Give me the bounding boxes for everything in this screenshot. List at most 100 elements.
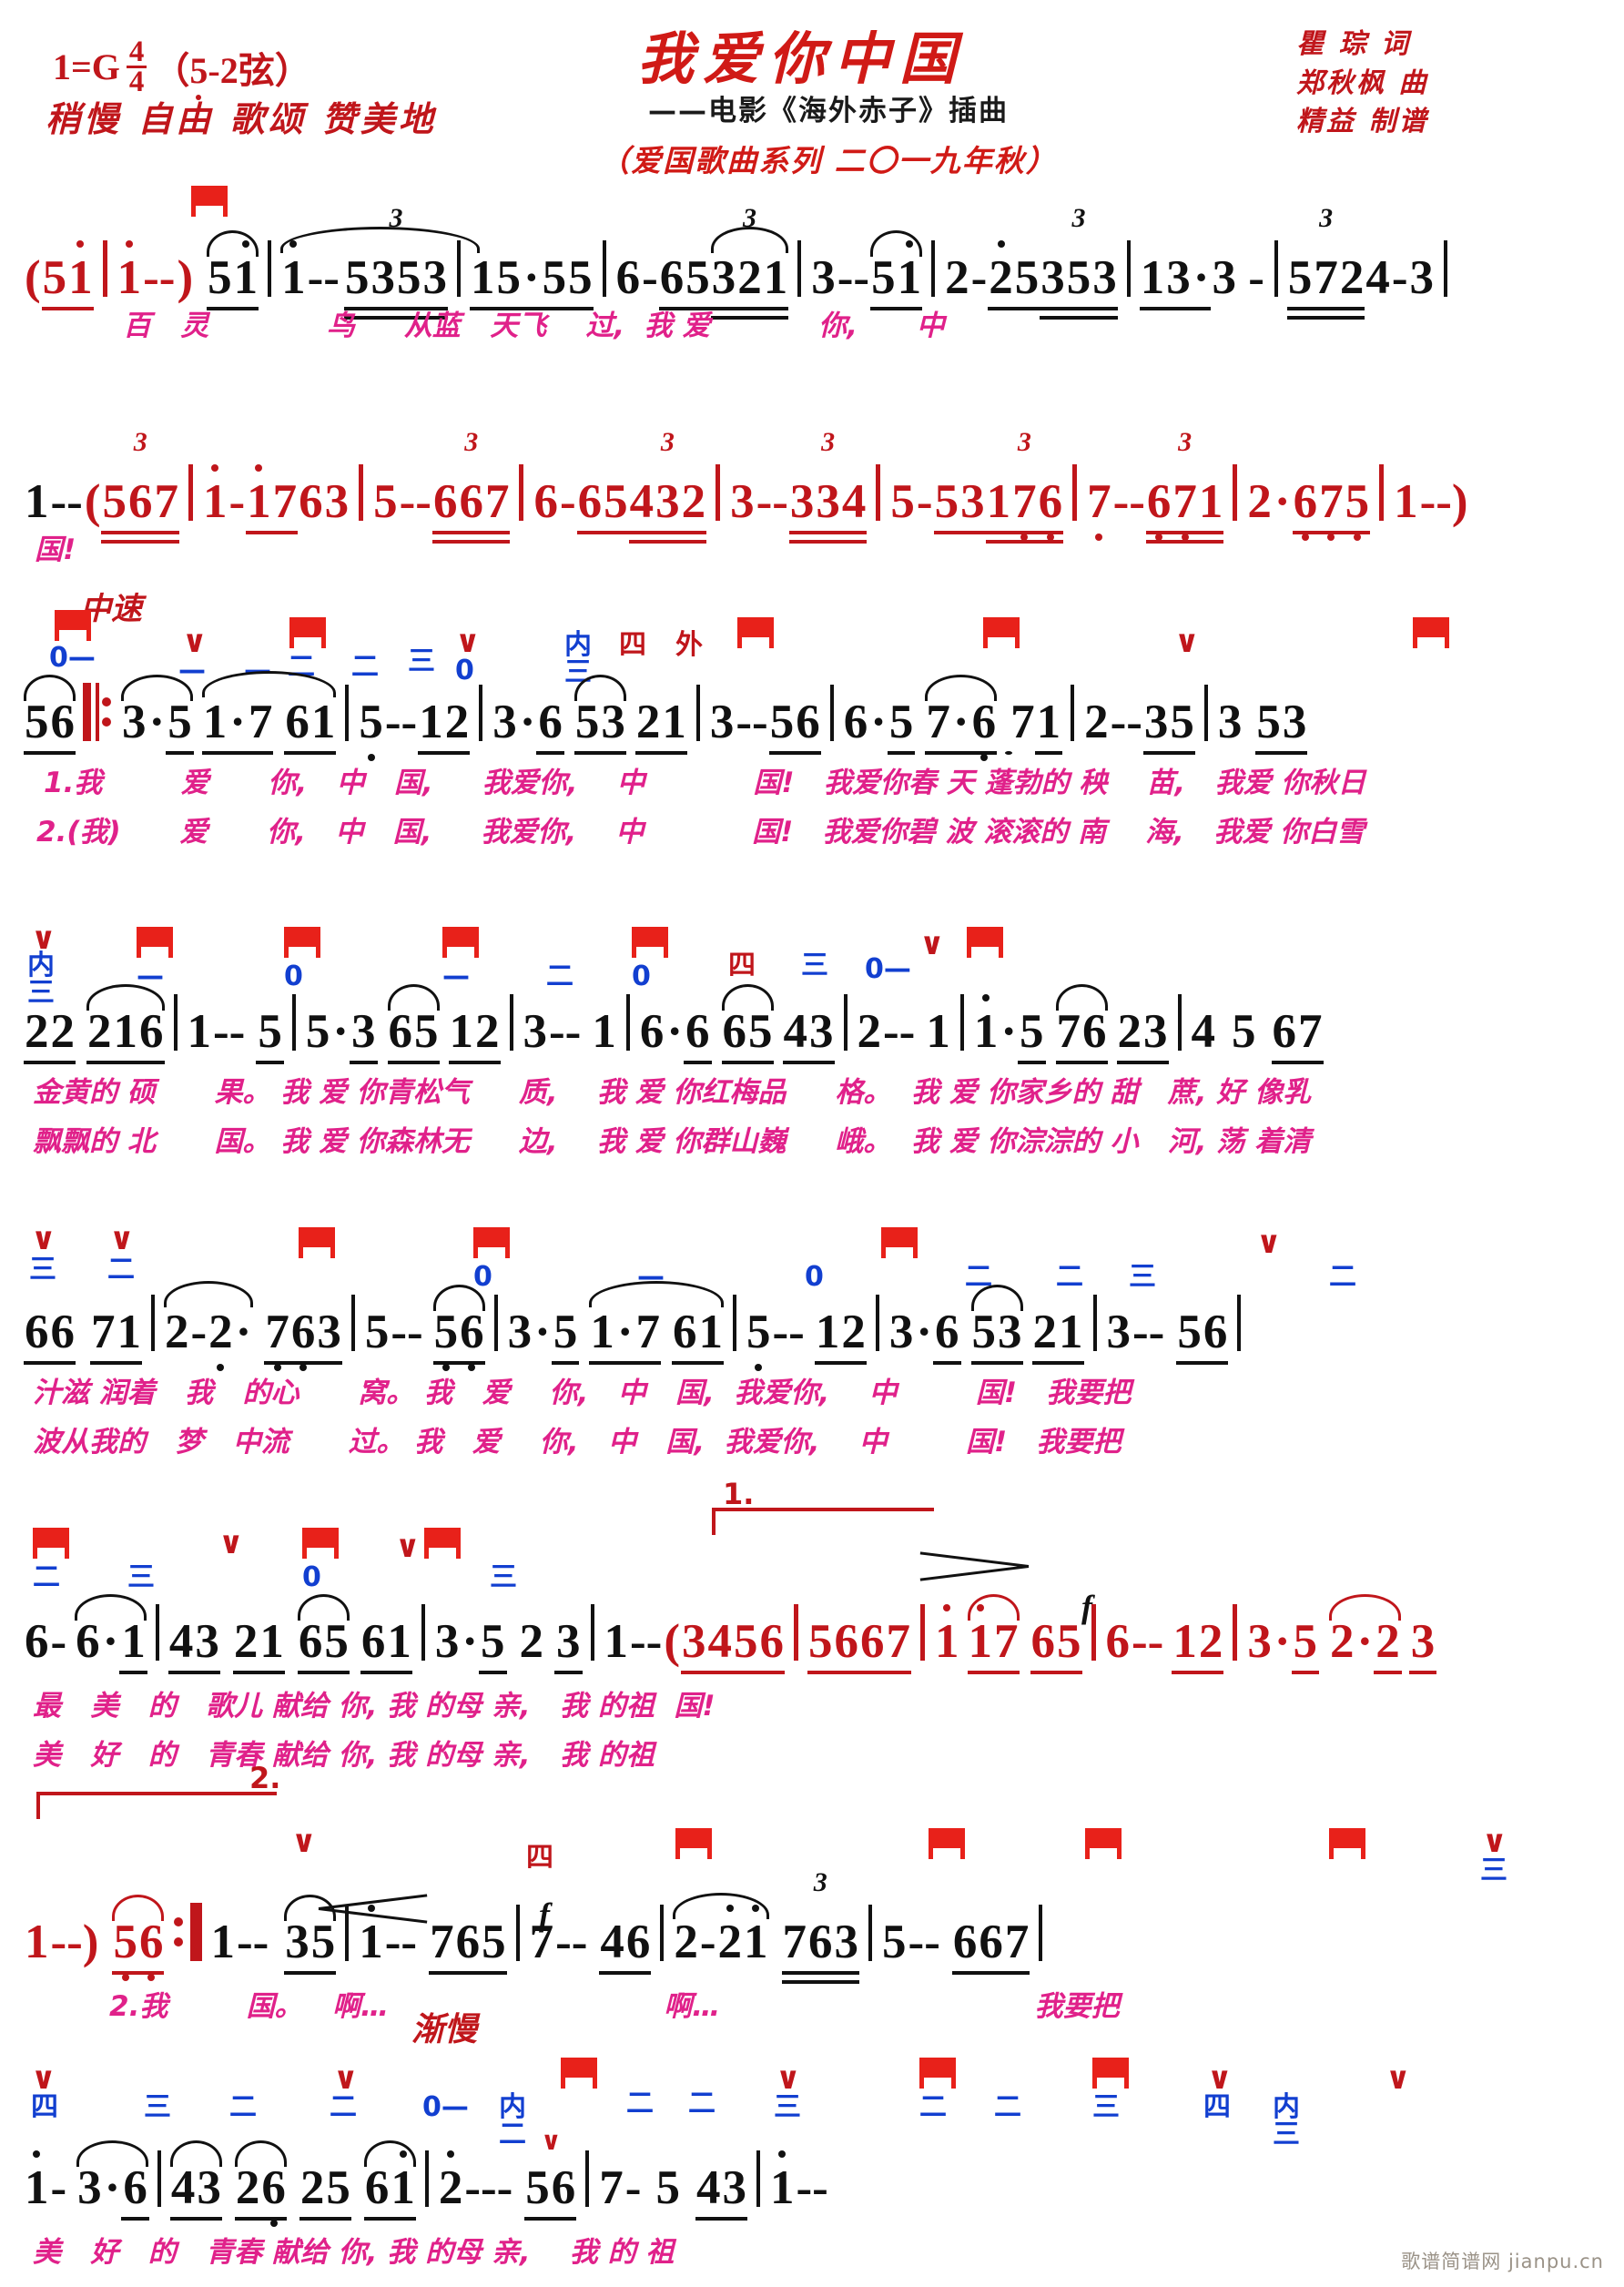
note-beam-group: 5 6: [524, 2164, 577, 2221]
note: 4: [168, 1615, 194, 1668]
slur-group: 6 1: [363, 2140, 416, 2221]
time-signature: 4 4: [126, 36, 147, 97]
bow-flag-icon: [33, 1528, 69, 1559]
note: 5: [256, 1005, 284, 1064]
credits-block: 瞿 琮 词 郑秋枫 曲 精益 制谱: [1296, 25, 1597, 142]
triplet-group: 3 6 7 1: [1145, 427, 1224, 544]
note: 1: [973, 1005, 999, 1058]
note: 7: [1004, 1916, 1030, 1968]
note: 1: [233, 251, 259, 304]
barline: [1379, 464, 1385, 521]
barline: [151, 1295, 155, 1351]
note: 1: [117, 251, 142, 304]
note: 5: [414, 1005, 439, 1058]
note: 6: [722, 1005, 747, 1058]
slur-group: 5 6: [24, 675, 76, 755]
note: 5: [887, 696, 915, 755]
note: 3: [285, 1916, 310, 1968]
slur-group: 6 5: [387, 984, 440, 1064]
note: 1: [470, 251, 495, 304]
slur-group: 5 3: [573, 675, 626, 755]
bow-down-icon: ∨: [395, 1529, 421, 1565]
fingering-mark: 0: [805, 1261, 824, 1293]
volta-second-ending: 2.: [36, 1761, 280, 1819]
note-beam-group: 4 3: [782, 1008, 835, 1064]
lyric-syllable: 1.我 爱 你, 中 国, 我爱你, 中 国! 我爱你春 天 蓬勃的 秧 苗, …: [44, 767, 1366, 799]
note: 3 -: [1212, 251, 1264, 304]
note: --: [837, 251, 870, 304]
barline: [509, 994, 513, 1051]
lyric-syllable: 美 好 的 青春 献给 你, 我 的母 亲, 我 的祖: [33, 1739, 655, 1772]
note: 6: [577, 475, 603, 528]
triplet-number: 3: [1178, 427, 1193, 457]
note: 3: [434, 1615, 460, 1668]
system-4-lyrics-1: 金黄的 硕 果。 我 爱 你青松气 质, 我 爱 你红梅品 格。 我 爱 你家乡…: [0, 1069, 1624, 1118]
note: 1: [815, 1306, 840, 1358]
note: -: [559, 475, 576, 528]
triplet-group: 3 4 3 2: [628, 427, 707, 544]
note: 3: [324, 475, 350, 528]
bow-flag-icon: [881, 1227, 918, 1258]
string-mark: 四: [31, 2091, 58, 2123]
bow-flag-icon: [299, 1227, 335, 1258]
note: --: [1110, 696, 1142, 748]
note: 7: [994, 1615, 1019, 1668]
fingering-mark: 0: [302, 1561, 321, 1593]
slur-group: 6 5: [721, 984, 774, 1064]
slur-group: 4 3: [169, 2140, 222, 2221]
bow-flag-icon: [632, 927, 668, 958]
bow-flag-icon: [191, 186, 228, 217]
system-1-lyrics: 百 灵 鸟 从蓝 天飞 过, 我 爱 你, 中: [0, 302, 1624, 351]
note: 5: [1232, 1005, 1256, 1058]
note-beam-group: 5 7 2: [1286, 254, 1365, 320]
note-beam-group: 6 5: [297, 1618, 350, 1674]
barline: [1233, 1604, 1238, 1661]
note: 5: [604, 475, 628, 528]
note: -: [50, 2161, 67, 2214]
note: -: [916, 475, 933, 528]
note: 5: [685, 251, 710, 304]
barline: [931, 240, 936, 297]
note: --: [1132, 1306, 1165, 1358]
bow-flag-icon: [284, 927, 320, 958]
note: 6: [139, 1005, 164, 1058]
note: 1: [592, 1005, 616, 1058]
note: 5: [344, 251, 370, 304]
note-beam-group: 6 7 5: [1292, 478, 1371, 534]
key-signature-text: 1=G: [53, 46, 120, 88]
note-beam-group: 5 6 6 7: [807, 1618, 911, 1674]
note: 3: [811, 251, 836, 304]
slur-group: 2 · 2: [1329, 1594, 1402, 1674]
note: 7: [1172, 475, 1197, 528]
note-beam-group: 7 · 6: [925, 696, 997, 755]
note: 6: [808, 1916, 833, 1968]
note: --: [384, 696, 418, 748]
bow-flag-icon: [737, 617, 774, 648]
note: 2: [857, 1005, 882, 1058]
note: 3: [655, 475, 680, 528]
note: 5: [568, 251, 593, 304]
note: 3: [195, 1615, 219, 1668]
triplet-group: 3 6 6 7: [431, 427, 511, 544]
credit-composer: 郑秋枫 曲: [1296, 66, 1429, 99]
note: 5: [482, 1916, 506, 1968]
volta-first-label: 1.: [723, 1477, 755, 1511]
note: 1: [391, 2161, 415, 2214]
note: 1: [926, 1005, 950, 1058]
note: 2: [1247, 475, 1272, 528]
lyric-syllable: 国!: [35, 534, 76, 566]
note: 5: [890, 475, 915, 528]
string-mark: 三: [29, 1254, 56, 1286]
note: 2: [1084, 696, 1109, 748]
barline: [479, 685, 483, 741]
dynamic-forte: f: [539, 1896, 550, 1933]
position-mark: 四: [619, 629, 646, 661]
barline: [1072, 464, 1078, 521]
note: 3: [960, 475, 985, 528]
string-mark: 二: [107, 1254, 135, 1286]
note: 6: [261, 2161, 286, 2214]
time-signature-numerator: 4: [126, 36, 147, 69]
watermark: 歌谱简谱网 jianpu.cn: [1401, 2251, 1604, 2272]
bow-flag-icon: [442, 927, 479, 958]
barline: [660, 1905, 665, 1961]
